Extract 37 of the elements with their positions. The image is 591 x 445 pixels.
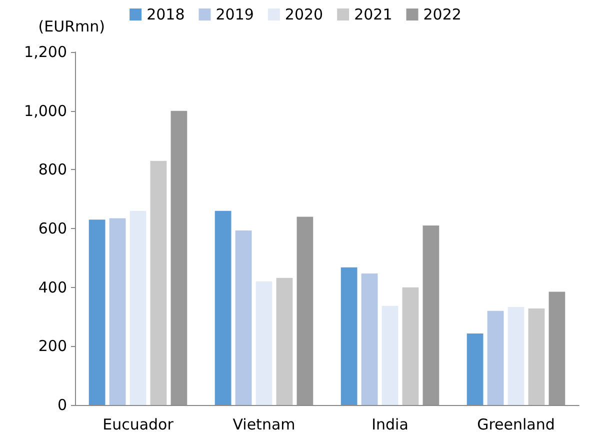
legend-label: 2022: [423, 6, 462, 24]
bar: [276, 278, 293, 405]
y-tick-label: 1,000: [24, 102, 67, 120]
y-tick-label: 400: [38, 278, 67, 296]
bar: [214, 210, 232, 405]
y-tick-label: 200: [38, 337, 67, 356]
legend-label: 2019: [216, 6, 254, 24]
bar: [170, 110, 188, 405]
bar: [528, 308, 545, 405]
bar: [361, 274, 378, 405]
x-tick-label: Eucuador: [102, 416, 174, 434]
y-axis-title: (EURmn): [38, 18, 105, 36]
bar: [508, 307, 524, 405]
bar: [402, 287, 419, 405]
bar: [235, 230, 252, 405]
bar: [130, 210, 146, 405]
y-tick-label: 1,200: [24, 43, 67, 61]
y-tick-label: 0: [57, 396, 67, 414]
y-tick-label: 800: [38, 160, 67, 179]
legend-label: 2021: [354, 6, 392, 24]
bar: [422, 226, 440, 405]
bar: [487, 310, 504, 405]
bar: [382, 306, 398, 405]
legend-label: 2020: [284, 6, 324, 24]
x-tick-label: India: [372, 416, 408, 434]
bar: [150, 160, 167, 405]
x-tick-label: Greenland: [477, 416, 555, 434]
y-tick-label: 600: [38, 220, 67, 238]
legend-label: 2018: [146, 6, 185, 24]
bar: [466, 334, 484, 405]
bar: [88, 220, 106, 405]
x-tick-label: Vietnam: [232, 416, 296, 434]
bar: [548, 292, 566, 405]
bar: [256, 281, 272, 405]
bar: [296, 216, 314, 405]
bar: [340, 267, 358, 405]
bar: [109, 218, 126, 405]
